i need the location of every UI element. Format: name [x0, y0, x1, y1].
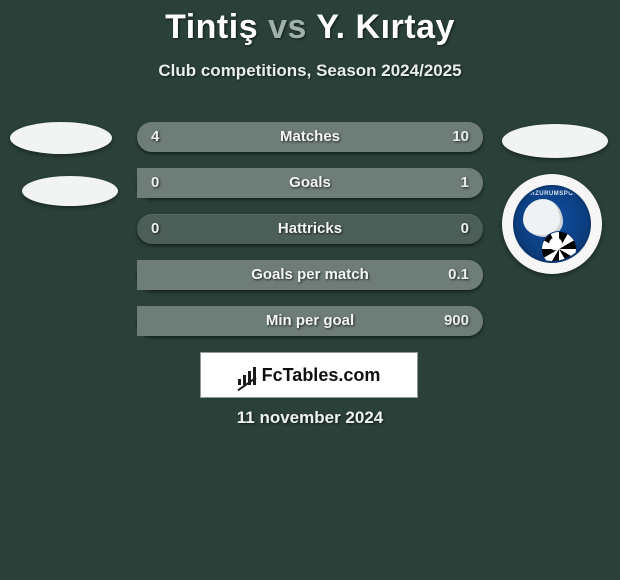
- competition-subtitle: Club competitions, Season 2024/2025: [0, 61, 620, 81]
- player-2-club-badge: ERZURUMSPOR: [502, 174, 602, 274]
- stat-row: Min per goal900: [137, 306, 483, 336]
- snapshot-date: 11 november 2024: [0, 408, 620, 428]
- stat-row: Goals per match0.1: [137, 260, 483, 290]
- stat-label: Hattricks: [137, 214, 483, 244]
- vs-separator: vs: [268, 8, 307, 46]
- stat-label: Matches: [137, 122, 483, 152]
- player-1-name: Tintiş: [165, 8, 258, 46]
- player-2-name: Y. Kırtay: [316, 8, 455, 46]
- stat-row: 0Goals1: [137, 168, 483, 198]
- stat-value-right: 10: [452, 122, 469, 152]
- stat-label: Goals per match: [137, 260, 483, 290]
- player-1-badge-bottom: [22, 176, 118, 206]
- brand-box[interactable]: FcTables.com: [200, 352, 418, 398]
- stat-row: 4Matches10: [137, 122, 483, 152]
- comparison-title: Tintiş vs Y. Kırtay: [0, 0, 620, 47]
- crest-text: ERZURUMSPOR: [515, 191, 589, 197]
- stat-label: Goals: [137, 168, 483, 198]
- brand-chart-icon: [238, 365, 256, 385]
- player-1-badge-top: [10, 122, 112, 154]
- stat-value-right: 0.1: [448, 260, 469, 290]
- stat-label: Min per goal: [137, 306, 483, 336]
- brand-text: FcTables.com: [262, 365, 381, 386]
- stat-value-right: 1: [461, 168, 469, 198]
- club-crest: ERZURUMSPOR: [513, 185, 591, 263]
- player-2-badge-top: [502, 124, 608, 158]
- stat-value-right: 0: [461, 214, 469, 244]
- stat-value-right: 900: [444, 306, 469, 336]
- stat-row: 0Hattricks0: [137, 214, 483, 244]
- stats-container: 4Matches100Goals10Hattricks0Goals per ma…: [137, 122, 483, 352]
